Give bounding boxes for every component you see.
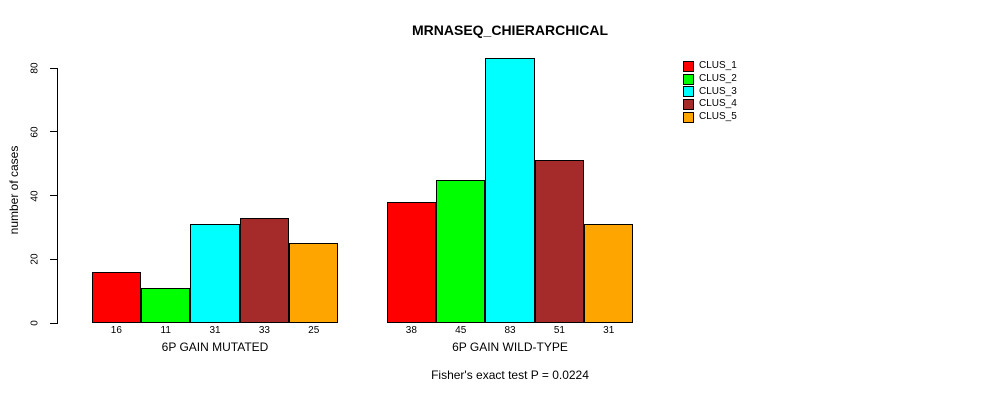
bar-value-label: 25 — [308, 325, 320, 336]
y-axis-tick-label: 20 — [29, 253, 41, 265]
bar-clus_2-group1 — [141, 287, 191, 323]
legend-label: CLUS_4 — [699, 98, 737, 110]
bar-value-label: 16 — [110, 325, 122, 336]
bar-clus_4-group1 — [239, 217, 290, 323]
y-axis-tick — [50, 195, 57, 196]
bar-value-label: 45 — [455, 325, 467, 336]
legend-item-clus_4: CLUS_4 — [683, 98, 737, 111]
legend-label: CLUS_5 — [699, 111, 737, 123]
y-axis-tick-label: 60 — [29, 126, 41, 138]
y-axis-tick — [50, 258, 57, 260]
x-group-label-mutated: 6P GAIN MUTATED — [161, 340, 269, 354]
legend-label: CLUS_2 — [699, 73, 737, 85]
legend-label: CLUS_3 — [699, 85, 737, 97]
y-axis-tick-label: 0 — [29, 320, 41, 326]
fisher-test-note: Fisher's exact test P = 0.0224 — [431, 368, 589, 382]
y-axis-tick-label: 40 — [29, 189, 41, 202]
bar-clus_5-group1 — [289, 243, 339, 323]
legend-item-clus_2: CLUS_2 — [683, 73, 737, 86]
y-axis-tick — [50, 67, 57, 69]
y-axis-label: number of cases — [7, 145, 21, 235]
bar-clus_5-group2 — [584, 224, 634, 323]
legend-item-clus_3: CLUS_3 — [683, 85, 737, 98]
legend-swatch-icon — [683, 111, 694, 123]
bar-value-label: 31 — [603, 325, 615, 336]
y-axis-line — [57, 68, 58, 324]
legend-swatch-icon — [683, 86, 694, 98]
bar-clus_4-group2 — [534, 160, 585, 323]
bar-clus_1-group2 — [386, 201, 437, 323]
legend-item-clus_5: CLUS_5 — [683, 111, 737, 124]
y-axis-tick-label: 80 — [29, 62, 41, 74]
bar-value-label: 51 — [553, 325, 565, 336]
bar-value-label: 83 — [504, 325, 516, 336]
legend-swatch-icon — [683, 98, 694, 110]
chart-title: MRNASEQ_CHIERARCHICAL — [411, 22, 609, 38]
legend-item-clus_1: CLUS_1 — [683, 60, 737, 73]
y-axis-tick — [50, 131, 57, 133]
bar-clus_3-group1 — [190, 224, 240, 323]
legend-label: CLUS_1 — [699, 60, 737, 72]
x-group-label-wildtype: 6P GAIN WILD-TYPE — [452, 340, 568, 354]
legend: CLUS_1 CLUS_2 CLUS_3 CLUS_4 CLUS_5 — [683, 60, 737, 123]
bar-value-label: 38 — [405, 325, 417, 336]
legend-swatch-icon — [683, 60, 694, 72]
bar-clus_1-group1 — [91, 272, 142, 323]
bar-clus_3-group2 — [485, 58, 535, 323]
bar-clus_2-group2 — [436, 179, 486, 323]
bar-value-label: 31 — [209, 325, 221, 336]
y-axis-tick — [50, 322, 57, 324]
bar-value-label: 11 — [160, 325, 171, 336]
bar-value-label: 33 — [258, 325, 270, 336]
legend-swatch-icon — [683, 73, 694, 85]
